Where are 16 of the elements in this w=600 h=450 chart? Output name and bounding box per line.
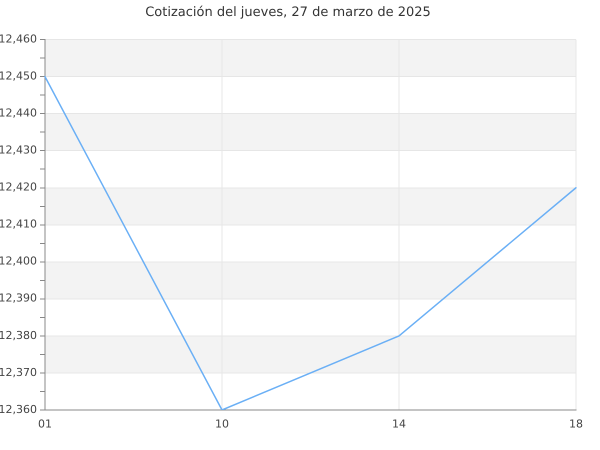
- y-tick-label: 12,430: [0, 144, 37, 157]
- y-tick-label: 12,460: [0, 32, 37, 46]
- x-tick-label: 18: [569, 417, 583, 430]
- y-tick-label: 12,390: [0, 292, 37, 305]
- y-tick-label: 12,370: [0, 366, 37, 379]
- x-tick-label: 01: [38, 417, 52, 430]
- chart-title: Cotización del jueves, 27 de marzo de 2025: [145, 5, 431, 20]
- y-tick-label: 12,420: [0, 180, 37, 194]
- y-tick-label: 12,450: [0, 70, 37, 82]
- y-tick-label: 12,380: [0, 328, 37, 342]
- x-tick-label: 10: [215, 417, 229, 430]
- x-tick-label: 14: [392, 417, 406, 430]
- y-tick-label: 12,440: [0, 106, 37, 120]
- y-tick-label: 12,410: [0, 218, 37, 231]
- y-tick-label: 12,400: [0, 254, 37, 268]
- y-tick-label: 12,360: [0, 402, 37, 416]
